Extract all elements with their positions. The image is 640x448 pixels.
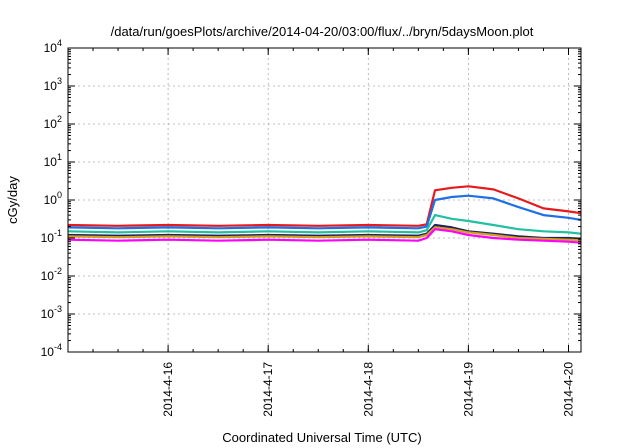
y-axis-label: cGy/day	[5, 176, 20, 224]
y-tick-label: 10-1	[41, 228, 62, 245]
y-tick-label: 10-3	[41, 304, 62, 321]
y-ticks: 10-4 10-3 10-2 10-1 100 101 102 103 104	[41, 38, 581, 359]
x-tick-label: 2014-4-16	[161, 362, 175, 417]
x-tick-label: 2014-4-17	[261, 362, 275, 417]
y-tick-label: 102	[44, 114, 62, 131]
x-tick-label: 2014-4-20	[561, 362, 575, 417]
series-line-1	[67, 185, 582, 227]
y-tick-label: 101	[44, 152, 62, 169]
series-line-3	[67, 214, 582, 235]
x-ticks: 2014-4-16 2014-4-17 2014-4-18 2014-4-19 2014…	[67, 48, 575, 417]
series-line-2	[67, 194, 582, 230]
series-line-5	[67, 226, 582, 242]
chart-title: /data/run/goesPlots/archive/2014-04-20/0…	[111, 24, 534, 39]
y-tick-label: 103	[44, 76, 62, 93]
series-group	[67, 185, 582, 244]
x-axis-label: Coordinated Universal Time (UTC)	[222, 430, 421, 445]
series-line-6	[67, 228, 582, 244]
y-tick-label: 10-4	[41, 342, 62, 359]
y-tick-label: 10-2	[41, 266, 62, 283]
x-tick-label: 2014-4-19	[461, 362, 475, 417]
y-tick-label: 104	[44, 38, 62, 55]
y-tick-label: 100	[44, 190, 62, 207]
x-tick-label: 2014-4-18	[361, 362, 375, 417]
grid	[68, 48, 581, 352]
